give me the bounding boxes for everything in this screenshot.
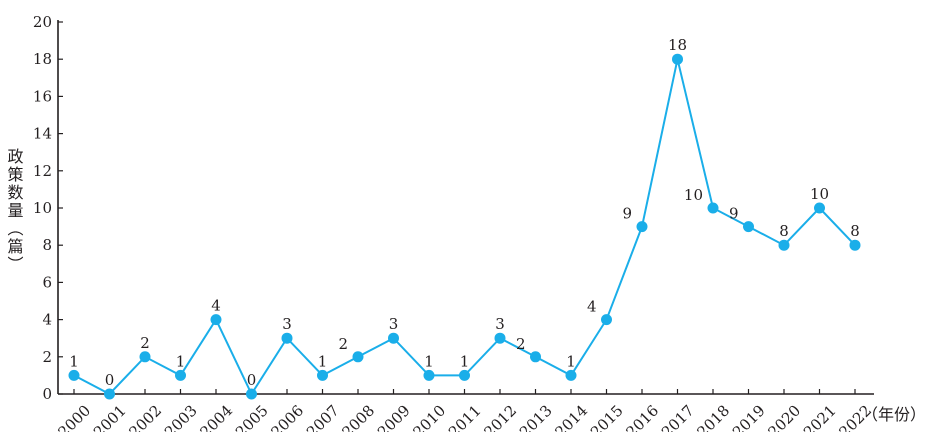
data-label: 1 xyxy=(318,352,328,370)
data-point xyxy=(530,351,541,363)
data-label: 4 xyxy=(211,297,221,315)
data-point xyxy=(849,239,861,251)
data-point xyxy=(459,369,470,381)
data-label: 0 xyxy=(105,371,115,389)
y-tick-label: 6 xyxy=(42,273,52,291)
x-tick-label: 2021 xyxy=(800,402,840,432)
data-label: 1 xyxy=(460,352,470,370)
data-label: 1 xyxy=(69,352,79,370)
x-tick-label: 2002 xyxy=(126,402,166,432)
data-point xyxy=(352,351,364,363)
x-tick-label: 2006 xyxy=(268,402,308,432)
y-tick-label: 16 xyxy=(33,87,52,105)
x-tick-label: 2001 xyxy=(90,402,130,432)
y-tick-label: 4 xyxy=(42,311,52,329)
x-tick-label: 2014 xyxy=(552,402,592,432)
data-point xyxy=(778,239,790,251)
x-tick-label: 2000 xyxy=(55,402,95,432)
data-point xyxy=(210,314,222,326)
y-tick-label: 20 xyxy=(33,13,52,31)
y-axis-title: 政策数量（篇） xyxy=(5,148,24,274)
x-tick-label: 2005 xyxy=(232,402,272,432)
data-label: 2 xyxy=(516,335,526,353)
data-point xyxy=(814,202,825,214)
x-tick-label: 2012 xyxy=(481,402,521,432)
data-point xyxy=(281,332,293,344)
x-tick-label: 2004 xyxy=(197,402,237,432)
data-point xyxy=(672,53,683,65)
data-label: 10 xyxy=(684,186,703,204)
series-line xyxy=(73,58,856,397)
data-point xyxy=(104,388,115,400)
x-axis-ticks: 2000200120022003200420052006200720082009… xyxy=(55,389,875,432)
data-label: 1 xyxy=(566,352,576,370)
y-tick-label: 10 xyxy=(33,199,52,217)
x-tick-label: 2007 xyxy=(303,402,343,432)
data-point xyxy=(494,332,506,344)
data-point xyxy=(743,221,754,233)
data-label: 4 xyxy=(587,298,597,316)
data-label: 2 xyxy=(338,335,348,353)
y-tick-label: 8 xyxy=(42,236,52,254)
data-point xyxy=(601,314,612,326)
data-label: 8 xyxy=(779,222,789,240)
x-tick-label: 2013 xyxy=(516,402,556,432)
data-label: 9 xyxy=(729,205,739,223)
data-label: 9 xyxy=(622,205,632,223)
data-point xyxy=(139,351,151,363)
data-point xyxy=(317,369,328,381)
data-label: 8 xyxy=(850,222,860,240)
data-label: 3 xyxy=(282,315,292,333)
y-tick-label: 0 xyxy=(42,385,52,403)
x-tick-label: 2011 xyxy=(445,402,485,432)
data-label: 3 xyxy=(389,315,399,333)
x-tick-label: 2019 xyxy=(729,402,769,432)
x-tick-label: 2020 xyxy=(765,402,805,432)
data-point xyxy=(68,369,80,381)
data-point xyxy=(707,202,719,214)
x-tick-label: 2010 xyxy=(410,402,450,432)
x-axis-title: （年份） xyxy=(862,405,926,424)
x-tick-label: 2008 xyxy=(339,402,379,432)
data-label: 10 xyxy=(810,185,829,203)
data-label: 1 xyxy=(424,352,434,370)
y-tick-label: 14 xyxy=(33,125,52,143)
y-axis-ticks: 0 2 4 6 8 10 12 14 16 18 20 xyxy=(33,13,63,403)
x-tick-label: 2015 xyxy=(587,402,627,432)
data-point xyxy=(636,221,648,233)
data-point xyxy=(423,369,435,381)
x-tick-label: 2016 xyxy=(623,402,663,432)
data-label: 2 xyxy=(140,334,150,352)
y-tick-label: 18 xyxy=(33,50,52,68)
y-tick-label: 2 xyxy=(42,348,52,366)
y-tick-label: 12 xyxy=(33,162,52,180)
data-point xyxy=(565,369,577,381)
data-label: 0 xyxy=(247,371,257,389)
x-tick-label: 2009 xyxy=(374,402,414,432)
x-tick-label: 2018 xyxy=(694,402,734,432)
series-group xyxy=(68,53,861,400)
data-point xyxy=(388,332,399,344)
axes xyxy=(57,20,874,395)
x-tick-label: 2017 xyxy=(658,402,698,432)
data-point xyxy=(175,369,186,381)
data-label: 18 xyxy=(668,36,687,54)
data-point xyxy=(246,388,257,400)
data-label: 3 xyxy=(495,315,505,333)
x-tick-label: 2003 xyxy=(161,402,201,432)
data-label: 1 xyxy=(176,352,186,370)
